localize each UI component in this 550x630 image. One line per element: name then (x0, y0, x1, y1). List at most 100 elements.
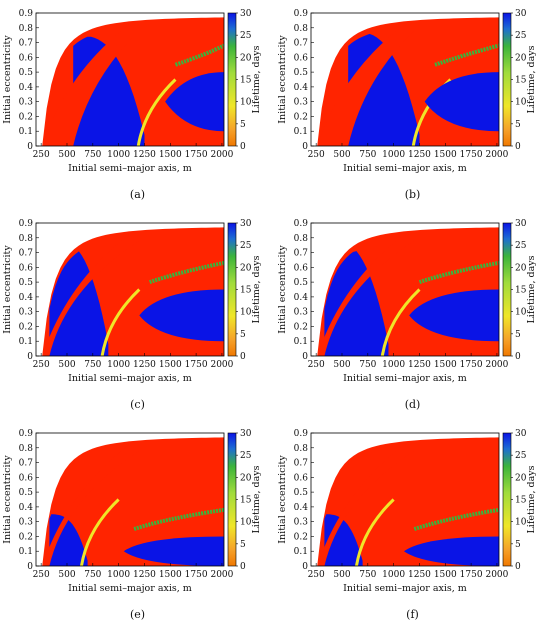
colorbar-tick-label: 5 (515, 120, 521, 130)
x-tick-label: 250 (33, 570, 50, 580)
red-band (42, 444, 140, 566)
y-tick-label: 0.7 (19, 39, 34, 49)
x-tick-label: 1500 (434, 150, 457, 160)
heatmap-panel-f: 250 500 750 1000 1250 1500 1750 2000 0 0.1 0.2 0.3 0… (275, 420, 550, 630)
colorbar-tick-label: 25 (240, 241, 252, 251)
y-tick-label: 0.3 (294, 518, 309, 528)
red-region (317, 437, 499, 566)
x-tick-label: 2000 (485, 360, 508, 370)
colorbar-tick-label: 25 (240, 31, 252, 41)
lower-right-blue (123, 536, 224, 566)
x-axis-label: Initial semi–major axis, m (343, 583, 467, 594)
y-tick-label: 0.6 (19, 53, 34, 63)
y-tick-label: 0.6 (294, 473, 309, 483)
y-tick-label: 0 (27, 352, 33, 362)
colorbar-tick-label: 20 (240, 263, 252, 273)
colorbar-tick-label: 30 (240, 429, 252, 439)
y-tick-label: 0.7 (294, 459, 309, 469)
transition-fringe (354, 498, 395, 566)
red-band (317, 24, 415, 146)
colorbar-tick-label: 10 (515, 98, 527, 108)
y-tick-label: 0.5 (19, 278, 34, 288)
colorbar-label: Lifetime, days (251, 465, 262, 533)
heatmap-svg: 250 500 750 1000 1250 1500 1750 200000.10.20.30… (277, 219, 537, 384)
y-tick-label: 0.8 (19, 444, 34, 454)
colorbar-tick-label: 15 (240, 286, 252, 296)
y-tick-label: 0.3 (19, 98, 34, 108)
y-tick-label: 0.2 (19, 322, 33, 332)
y-tick-label: 0.3 (294, 308, 309, 318)
x-tick-label: 1500 (159, 360, 182, 370)
y-tick-label: 0.1 (294, 337, 308, 347)
colorbar-tick-label: 5 (515, 540, 521, 550)
y-tick-label: 0 (302, 352, 308, 362)
y-tick-label: 0.4 (19, 293, 34, 303)
heatmap-panel-b: 250 500 750 1000 1250 1500 1750 2000 0 0.1 0.2 0.3 0… (275, 0, 550, 210)
y-tick-label: 0.6 (19, 473, 34, 483)
colorbar-tick-label: 0 (515, 352, 521, 362)
x-tick-label: 1750 (185, 570, 208, 580)
colorbar-tick-label: 5 (515, 330, 521, 340)
green-fringe (434, 43, 499, 67)
heatmap-svg: 250 500 750 1000 1250 1500 1750 200000.10.20.30… (2, 9, 262, 174)
colorbar-tick-label: 30 (515, 219, 527, 229)
y-tick-label: 0.8 (294, 24, 309, 34)
y-tick-label: 0.9 (19, 219, 34, 229)
red-region (42, 437, 224, 566)
x-axis-label: Initial semi–major axis, m (68, 163, 192, 174)
x-tick-label: 750 (84, 570, 101, 580)
panel-caption: (a) (129, 188, 146, 201)
y-tick-label: 0.2 (294, 112, 308, 122)
x-tick-label: 750 (359, 360, 376, 370)
y-tick-label: 0.6 (294, 53, 309, 63)
heatmap-svg: 250 500 750 1000 1250 1500 1750 200000.10.20.30… (277, 9, 537, 174)
green-fringe (413, 507, 499, 531)
colorbar-tick-label: 15 (515, 76, 527, 86)
x-tick-label: 1250 (133, 570, 156, 580)
red-band (42, 234, 140, 356)
colorbar-tick-label: 5 (240, 540, 246, 550)
panel-caption: (d) (404, 398, 421, 411)
heatmap-cells (311, 433, 499, 566)
y-tick-label: 0.3 (19, 308, 34, 318)
colorbar-tick-label: 0 (515, 562, 521, 572)
y-tick-label: 0.7 (294, 249, 309, 259)
y-tick-label: 0.5 (294, 488, 309, 498)
x-tick-label: 1000 (382, 360, 405, 370)
lower-right-blue (409, 289, 499, 342)
x-tick-label: 1750 (460, 570, 483, 580)
y-tick-label: 0.3 (294, 98, 309, 108)
colorbar-tick-label: 0 (240, 562, 246, 572)
colorbar-tick-label: 20 (515, 263, 527, 273)
x-tick-label: 750 (359, 150, 376, 160)
colorbar-tick-label: 20 (515, 473, 527, 483)
colorbar-tick-label: 30 (515, 429, 527, 439)
x-tick-label: 250 (33, 150, 50, 160)
y-tick-label: 0.2 (294, 322, 308, 332)
heatmap-svg: 250 500 750 1000 1250 1500 1750 200000.10.20.30… (2, 429, 262, 594)
colorbar-tick-label: 30 (515, 9, 527, 19)
colorbar (227, 222, 237, 357)
y-axis-label: Initial eccentricity (277, 245, 288, 334)
colorbar-tick-label: 15 (240, 496, 252, 506)
y-tick-label: 0.4 (19, 83, 34, 93)
colorbar-label: Lifetime, days (251, 255, 262, 323)
x-tick-label: 1250 (408, 150, 431, 160)
x-tick-label: 1000 (382, 150, 405, 160)
panel-caption: (e) (129, 608, 146, 621)
panel-caption: (b) (404, 188, 421, 201)
x-tick-label: 1500 (434, 360, 457, 370)
blue-region (324, 251, 389, 356)
colorbar-tick-label: 20 (515, 53, 527, 63)
y-tick-label: 0.1 (19, 337, 33, 347)
colorbar-tick-label: 0 (240, 352, 246, 362)
y-tick-label: 0.4 (19, 503, 34, 513)
y-tick-label: 0.1 (19, 127, 33, 137)
lower-right-blue (424, 72, 499, 132)
green-fringe (418, 260, 499, 285)
y-tick-label: 0.9 (294, 219, 309, 229)
y-tick-label: 0 (27, 142, 33, 152)
colorbar-tick-label: 10 (240, 518, 252, 528)
y-tick-label: 0.9 (294, 9, 309, 19)
lower-right-blue (165, 72, 224, 132)
